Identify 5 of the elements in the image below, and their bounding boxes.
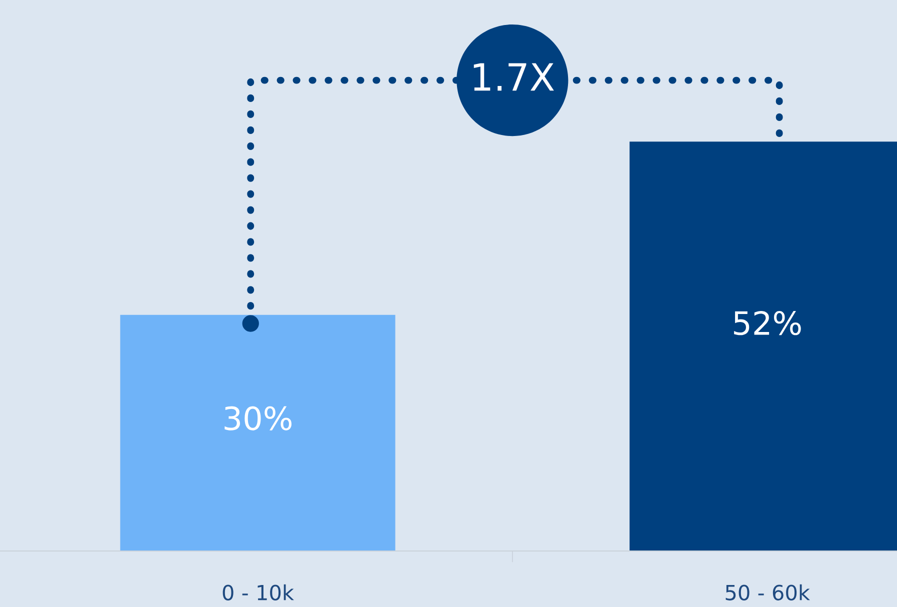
annotation: 1.7X (474, 63, 554, 91)
data-label: 52% (734, 310, 801, 336)
x-tick-label: 0 - 10k (222, 584, 294, 600)
x-tick-label: 50 - 60k (726, 584, 810, 600)
data-label: 30% (224, 406, 292, 430)
